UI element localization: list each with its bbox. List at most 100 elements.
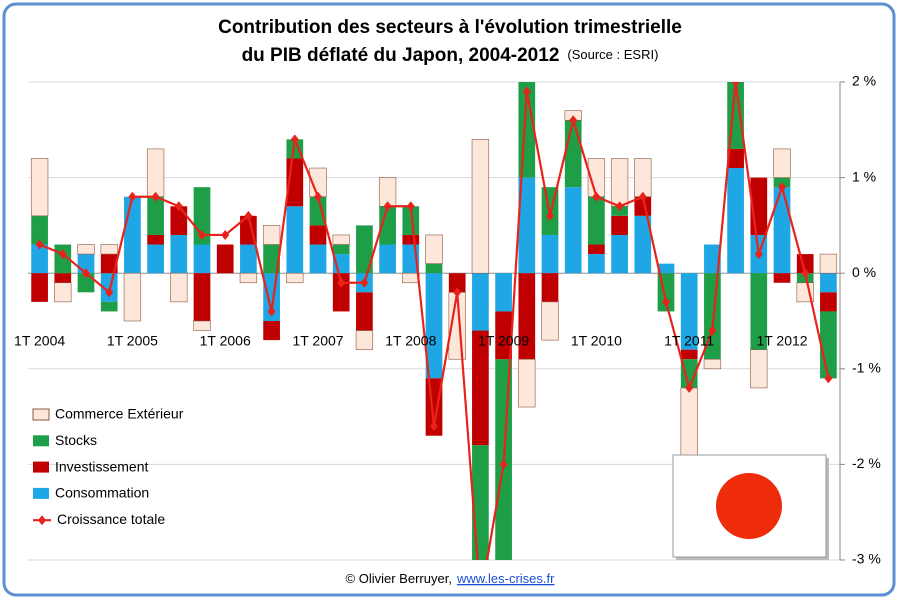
bar-segment — [680, 387, 698, 465]
legend-label: Consommation — [55, 485, 149, 501]
x-tick-label: 1T 2006 — [200, 333, 251, 349]
bar-segment — [402, 272, 420, 284]
line-marker — [105, 287, 114, 298]
bar-segment — [773, 148, 791, 178]
bar-segment — [820, 292, 837, 312]
legend-label: Commerce Extérieur — [55, 406, 184, 422]
x-tick-label: 1T 2007 — [292, 333, 343, 349]
bar-segment — [263, 321, 280, 341]
line-marker — [290, 134, 299, 145]
bar-segment — [31, 244, 48, 274]
bar-segment — [332, 234, 350, 245]
line-marker — [383, 201, 392, 212]
bar-segment — [680, 359, 698, 388]
bar-segment — [610, 158, 629, 207]
line-marker — [314, 191, 322, 202]
bar-segment — [286, 272, 304, 284]
footer: © Olivier Berruyer, www.les-crises.fr — [346, 571, 556, 586]
y-tick-label: -1 % — [852, 360, 881, 376]
bar-segment — [588, 244, 605, 255]
bar-segment — [170, 272, 188, 303]
bar-segment — [262, 225, 281, 245]
x-tick-label: 1T 2012 — [756, 333, 807, 349]
bar-segment — [518, 273, 536, 360]
line-marker — [592, 191, 601, 202]
flag-disc — [716, 473, 782, 539]
line-marker — [569, 115, 578, 126]
bar-segment — [820, 311, 837, 379]
bar-segment — [216, 244, 234, 274]
legend-swatch — [32, 408, 50, 421]
line-marker — [615, 201, 624, 212]
legend-swatch — [33, 435, 49, 447]
bar-segment — [518, 177, 536, 274]
bar-segment — [356, 292, 373, 331]
bar-segment — [472, 273, 489, 331]
bar-segment — [402, 234, 420, 245]
bar-segment — [773, 273, 791, 283]
x-tick-label: 1T 2010 — [571, 333, 622, 349]
legend-swatch — [33, 487, 49, 499]
line-marker — [731, 82, 740, 87]
x-tick-label: 1T 2004 — [14, 333, 65, 349]
y-tick-label: -3 % — [852, 551, 881, 567]
bar-segment — [170, 206, 188, 235]
x-tick-label: 1T 2008 — [385, 333, 436, 349]
bar-segment — [564, 120, 582, 188]
line-marker — [708, 325, 717, 336]
bar-segment — [332, 244, 350, 255]
bar-segment — [541, 301, 559, 341]
y-tick-label: 2 % — [852, 73, 876, 89]
chart-title: du PIB déflaté du Japon, 2004-2012 (Sourc… — [242, 45, 659, 66]
bar-segment — [680, 349, 698, 360]
y-tick-label: 1 % — [852, 168, 876, 184]
bar-segment — [54, 282, 72, 303]
line-marker — [267, 306, 276, 317]
bar-segment — [31, 215, 48, 245]
bar-segment — [820, 273, 837, 293]
bar-segment — [123, 272, 142, 322]
bar-segment — [124, 196, 141, 274]
bar-segment — [727, 148, 744, 169]
bar-segment — [657, 263, 675, 274]
line-marker — [35, 239, 44, 250]
line-marker — [522, 86, 531, 97]
flag — [672, 454, 829, 560]
footer-link[interactable]: www.les-crises.fr — [456, 571, 555, 586]
bar-segment — [750, 349, 768, 389]
bar-segment — [634, 215, 652, 274]
bar-segment — [773, 187, 791, 274]
line-marker — [801, 268, 810, 279]
bar-segment — [77, 244, 95, 255]
bar-segment — [146, 148, 165, 198]
bar-segment — [495, 273, 512, 312]
bar-segment — [309, 196, 327, 226]
bar-segment — [588, 196, 605, 245]
bar-segment — [703, 358, 722, 370]
bar-segment — [356, 225, 373, 274]
bar-segment — [263, 244, 280, 274]
line-marker — [662, 296, 670, 307]
line-marker — [151, 191, 160, 202]
line-marker — [638, 191, 647, 202]
bar-segment — [147, 234, 164, 245]
line-marker — [198, 229, 206, 240]
subtitle: (Source : ESRI) — [567, 47, 658, 62]
y-tick-label: 0 % — [852, 264, 876, 280]
bar-segment — [286, 206, 304, 274]
bar-segment — [541, 234, 559, 274]
bar-segment — [611, 215, 628, 235]
bar-segment — [819, 253, 838, 274]
bar-segment — [193, 244, 211, 274]
bar-segment — [680, 273, 698, 350]
line-marker — [221, 229, 230, 240]
line-marker — [430, 421, 438, 432]
bar-segment — [170, 234, 188, 274]
bar-segment — [588, 254, 605, 274]
line-marker — [453, 287, 462, 298]
x-tick-label: 1T 2009 — [478, 333, 529, 349]
bar-segment — [425, 263, 443, 274]
bar-segment — [402, 206, 420, 235]
bar-segment — [425, 273, 443, 379]
